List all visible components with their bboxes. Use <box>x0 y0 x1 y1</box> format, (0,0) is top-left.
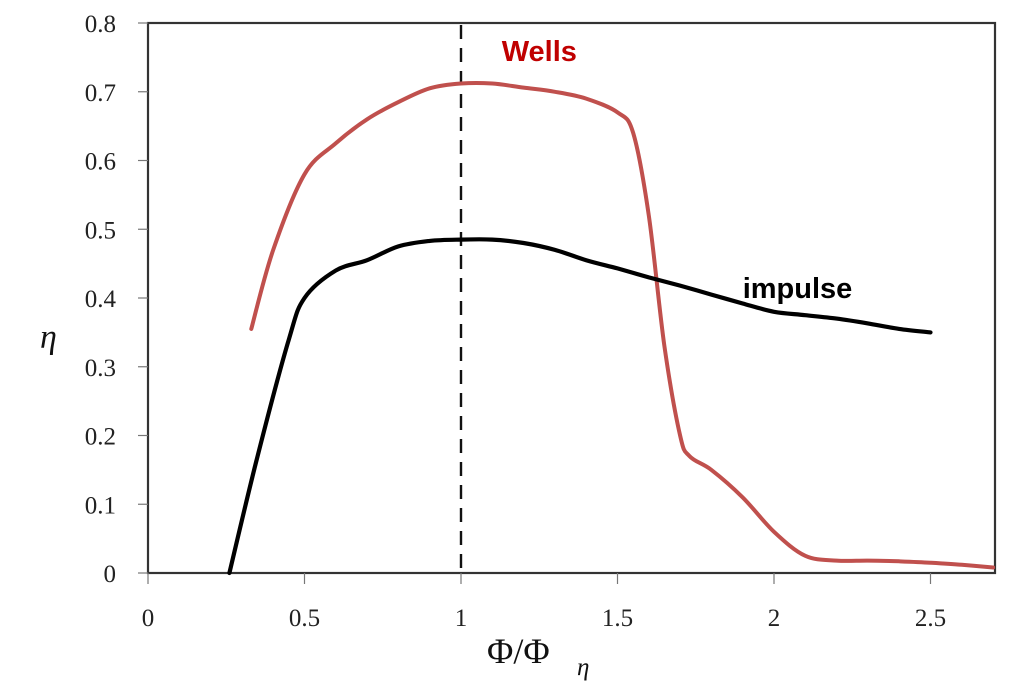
wells-series-label: Wells <box>502 36 577 68</box>
labels-layer: Wells impulse <box>502 36 853 305</box>
svg-text:η: η <box>577 654 589 681</box>
y-tick-label: 0.2 <box>85 424 116 451</box>
y-tick-label: 0.4 <box>85 286 117 313</box>
y-tick-label: 0 <box>104 561 117 588</box>
x-tick-label: 0.5 <box>289 605 320 632</box>
svg-text:Φ/Φ: Φ/Φ <box>487 631 550 671</box>
x-axis-label: Φ/Φ η <box>487 631 589 681</box>
y-tick-label: 0.1 <box>85 492 116 519</box>
y-tick-label: 0.6 <box>85 149 116 176</box>
y-tick-label: 0.7 <box>85 80 116 107</box>
y-tick-label: 0.3 <box>85 355 116 382</box>
x-tick-label: 1.5 <box>602 605 633 632</box>
impulse-series-label: impulse <box>743 273 853 305</box>
x-axis: 0 0.5 1 1.5 2 2.5 <box>142 573 946 632</box>
y-axis: 0 0.1 0.2 0.3 0.4 0.5 0.6 0.7 0.8 <box>85 11 148 588</box>
x-tick-label: 2 <box>768 605 781 632</box>
plot-frame <box>146 21 997 575</box>
series-layer <box>227 80 996 576</box>
wells-series-line <box>249 80 996 570</box>
y-tick-label: 0.8 <box>85 11 116 38</box>
x-tick-label: 2.5 <box>915 605 946 632</box>
plot-border <box>146 21 997 575</box>
y-axis-label: η <box>40 319 57 356</box>
x-tick-label: 1 <box>455 605 468 632</box>
x-tick-label: 0 <box>142 605 155 632</box>
impulse-series-line <box>227 237 933 576</box>
y-tick-label: 0.5 <box>85 217 116 244</box>
